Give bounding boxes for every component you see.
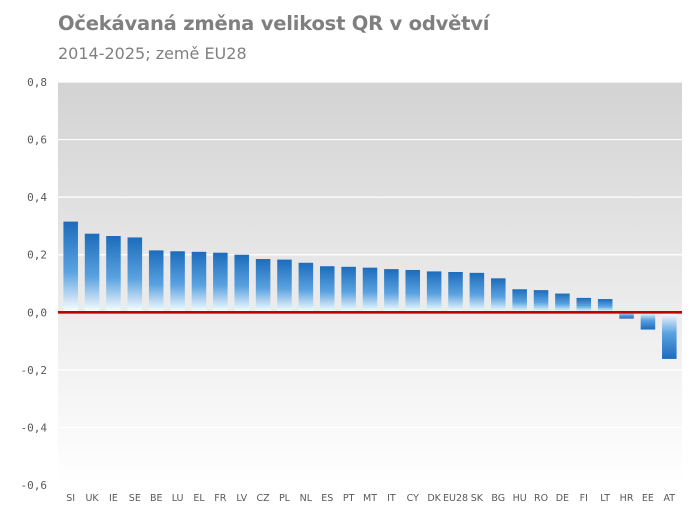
bar	[106, 236, 121, 313]
y-tick-label: -0,6	[21, 479, 48, 492]
gridlines	[58, 81, 682, 486]
x-tick-label: BG	[491, 493, 505, 504]
y-tick-label: 0,6	[27, 134, 47, 147]
x-tick-label: HU	[513, 493, 527, 504]
y-tick-label: 0,4	[27, 191, 47, 204]
bar	[84, 233, 100, 313]
x-tick-label: SI	[66, 493, 75, 504]
bar	[619, 312, 634, 319]
bar	[213, 252, 228, 313]
x-tick-label: EU28	[443, 493, 468, 504]
bar	[448, 271, 463, 313]
x-tick-label: RO	[534, 493, 548, 504]
bar	[405, 269, 421, 313]
x-tick-label: BE	[150, 493, 163, 504]
bar	[512, 289, 527, 313]
bar	[277, 259, 292, 313]
bar	[597, 299, 613, 313]
bar	[148, 250, 164, 313]
bar	[491, 278, 506, 313]
bar	[384, 269, 399, 313]
x-tick-label: UK	[85, 493, 99, 504]
bar	[191, 251, 207, 313]
x-tick-label: AT	[664, 493, 676, 504]
y-tick-label: -0,2	[21, 364, 48, 377]
bars	[63, 221, 677, 359]
x-tick-label: DK	[427, 493, 441, 504]
bar	[362, 267, 378, 313]
y-tick-label: 0,8	[27, 76, 47, 89]
bar	[341, 266, 356, 313]
bar	[576, 297, 592, 313]
x-tick-label: FR	[214, 493, 226, 504]
x-tick-label: SK	[471, 493, 484, 504]
bar	[127, 237, 143, 313]
x-tick-label: EL	[193, 493, 205, 504]
x-tick-label: ES	[321, 493, 333, 504]
x-tick-label: LU	[172, 493, 184, 504]
x-tick-label: PT	[343, 493, 355, 504]
bar	[298, 262, 314, 313]
x-tick-label: LV	[236, 493, 247, 504]
x-tick-label: DE	[556, 493, 569, 504]
x-tick-label: EE	[642, 493, 654, 504]
x-tick-label: CZ	[257, 493, 271, 504]
x-tick-label: NL	[300, 493, 313, 504]
bar	[170, 251, 185, 313]
x-tick-label: SE	[129, 493, 141, 504]
y-axis-ticks: -0,6 -0,4 -0,2 0,0 0,2 0,4 0,6 0,8	[21, 76, 48, 492]
x-tick-label: FI	[580, 493, 588, 504]
x-tick-label: MT	[363, 493, 377, 504]
y-tick-label: 0,2	[27, 249, 47, 262]
bar	[533, 290, 549, 313]
y-tick-label: 0,0	[27, 306, 47, 319]
bar	[469, 272, 485, 313]
bar	[63, 221, 78, 313]
x-tick-label: CY	[407, 493, 419, 504]
x-tick-label: IE	[109, 493, 118, 504]
chart-subtitle: 2014-2025; země EU28	[58, 44, 247, 63]
bar	[640, 312, 656, 330]
bar	[662, 312, 677, 359]
bar	[319, 266, 335, 313]
x-axis-ticks: SI UK IE SE BE LU EL FR LV CZ PL NL ES PT MT IT CY DK EU28…	[66, 493, 675, 504]
bar	[426, 271, 442, 313]
chart-title: Očekávaná změna velikost QR v odvětví	[58, 12, 490, 35]
y-tick-label: -0,4	[21, 421, 48, 434]
x-tick-label: IT	[387, 493, 396, 504]
bar	[234, 254, 249, 313]
bar	[255, 259, 271, 313]
x-tick-label: PL	[279, 493, 291, 504]
x-tick-label: LT	[600, 493, 610, 504]
bar	[555, 293, 570, 313]
x-tick-label: HR	[620, 493, 634, 504]
